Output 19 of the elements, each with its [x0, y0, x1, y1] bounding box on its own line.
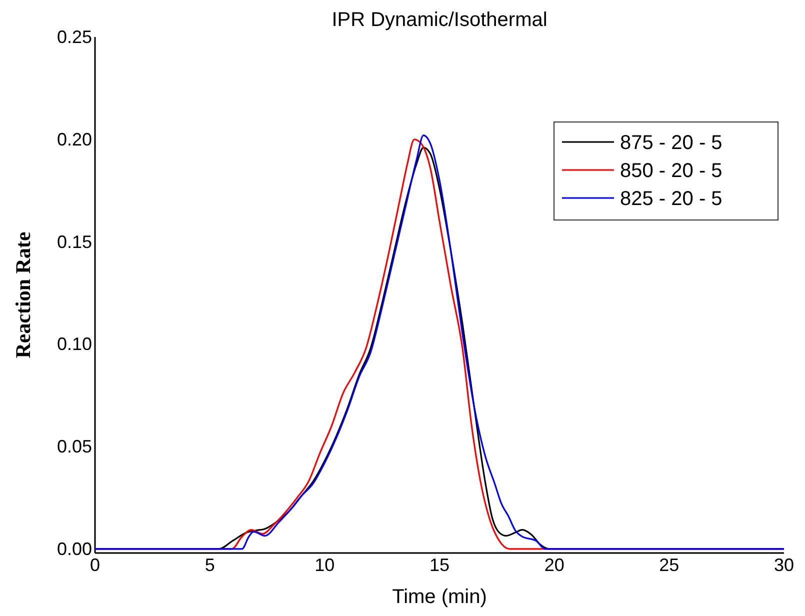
y-tick-label: 0.00 — [56, 538, 92, 559]
y-axis-title: Reaction Rate — [11, 232, 35, 358]
y-tick-label: 0.10 — [56, 334, 92, 354]
x-tick-label: 25 — [659, 555, 680, 575]
y-tick-label: 0.25 — [56, 27, 92, 47]
legend-label: 875 - 20 - 5 — [620, 132, 722, 154]
y-tick-label: 0.05 — [56, 436, 92, 457]
x-tick-label: 15 — [429, 555, 450, 575]
legend-label: 825 - 20 - 5 — [620, 188, 722, 210]
x-tick-label: 20 — [544, 555, 564, 575]
x-tick-label: 10 — [314, 555, 335, 575]
x-tick-label: 30 — [774, 555, 794, 575]
chart-title: IPR Dynamic/Isothermal — [332, 9, 548, 31]
x-tick-label: 5 — [204, 555, 215, 575]
legend-label: 850 - 20 - 5 — [620, 160, 722, 182]
x-tick-label: 0 — [90, 555, 100, 575]
x-axis-title: Time (min) — [392, 586, 487, 608]
y-tick-label: 0.15 — [56, 232, 92, 252]
y-tick-label: 0.20 — [56, 129, 92, 150]
